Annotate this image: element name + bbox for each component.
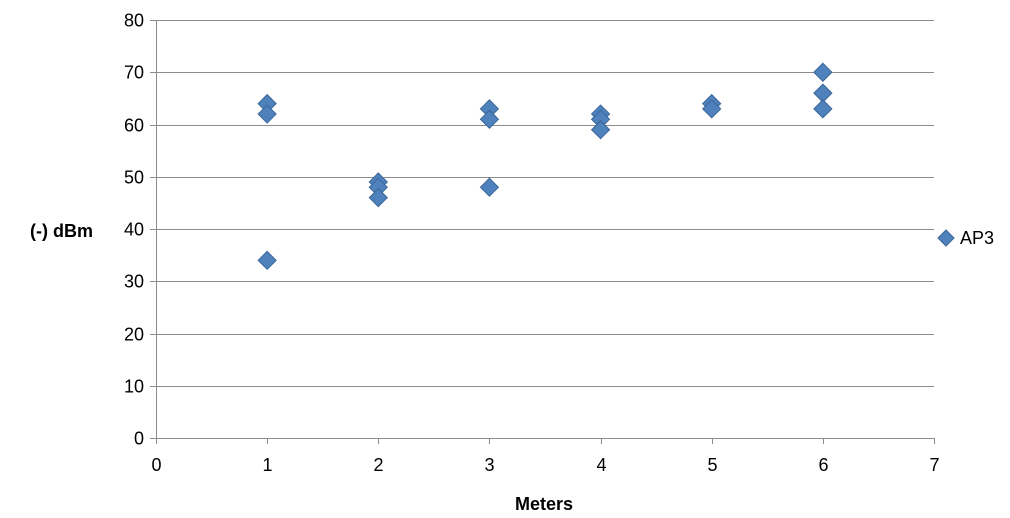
x-tick-label: 7 — [929, 455, 939, 475]
y-tick-label: 70 — [124, 63, 144, 83]
data-point-ap3 — [479, 109, 500, 129]
y-tick-label: 80 — [124, 11, 144, 31]
data-point-ap3 — [257, 250, 277, 271]
axes — [150, 20, 935, 444]
x-tick-label: 2 — [373, 455, 383, 475]
data-point-ap3 — [590, 120, 611, 140]
data-point-ap3 — [702, 99, 722, 119]
x-tick-label: 5 — [707, 455, 717, 475]
x-tick-labels: 0 1 2 3 4 5 6 7 — [151, 455, 939, 475]
data-point-ap3 — [368, 187, 388, 208]
legend: AP3 — [937, 228, 994, 248]
y-tick-label: 20 — [124, 325, 144, 345]
legend-marker-diamond — [937, 229, 955, 247]
x-tick-label: 0 — [151, 455, 161, 475]
x-tick-label: 6 — [818, 455, 828, 475]
data-point-ap3 — [479, 177, 500, 197]
y-tick-label: 60 — [124, 116, 144, 136]
y-tick-label: 30 — [124, 272, 144, 292]
y-tick-label: 50 — [124, 168, 144, 188]
x-tick-label: 4 — [596, 455, 606, 475]
data-point-ap3 — [257, 104, 277, 124]
data-point-ap3 — [813, 62, 833, 82]
y-tick-label: 40 — [124, 220, 144, 240]
y-tick-labels: 0 10 20 30 40 50 60 70 80 — [124, 11, 144, 449]
data-point-ap3 — [813, 99, 833, 119]
y-tick-label: 0 — [134, 429, 144, 449]
x-tick-label: 1 — [262, 455, 272, 475]
data-points — [257, 62, 833, 271]
gridlines — [156, 20, 934, 387]
x-tick-label: 3 — [484, 455, 494, 475]
y-tick-label: 10 — [124, 377, 144, 397]
y-axis-title: (-) dBm — [30, 221, 93, 241]
legend-label: AP3 — [960, 228, 994, 248]
x-axis-title: Meters — [515, 494, 573, 514]
